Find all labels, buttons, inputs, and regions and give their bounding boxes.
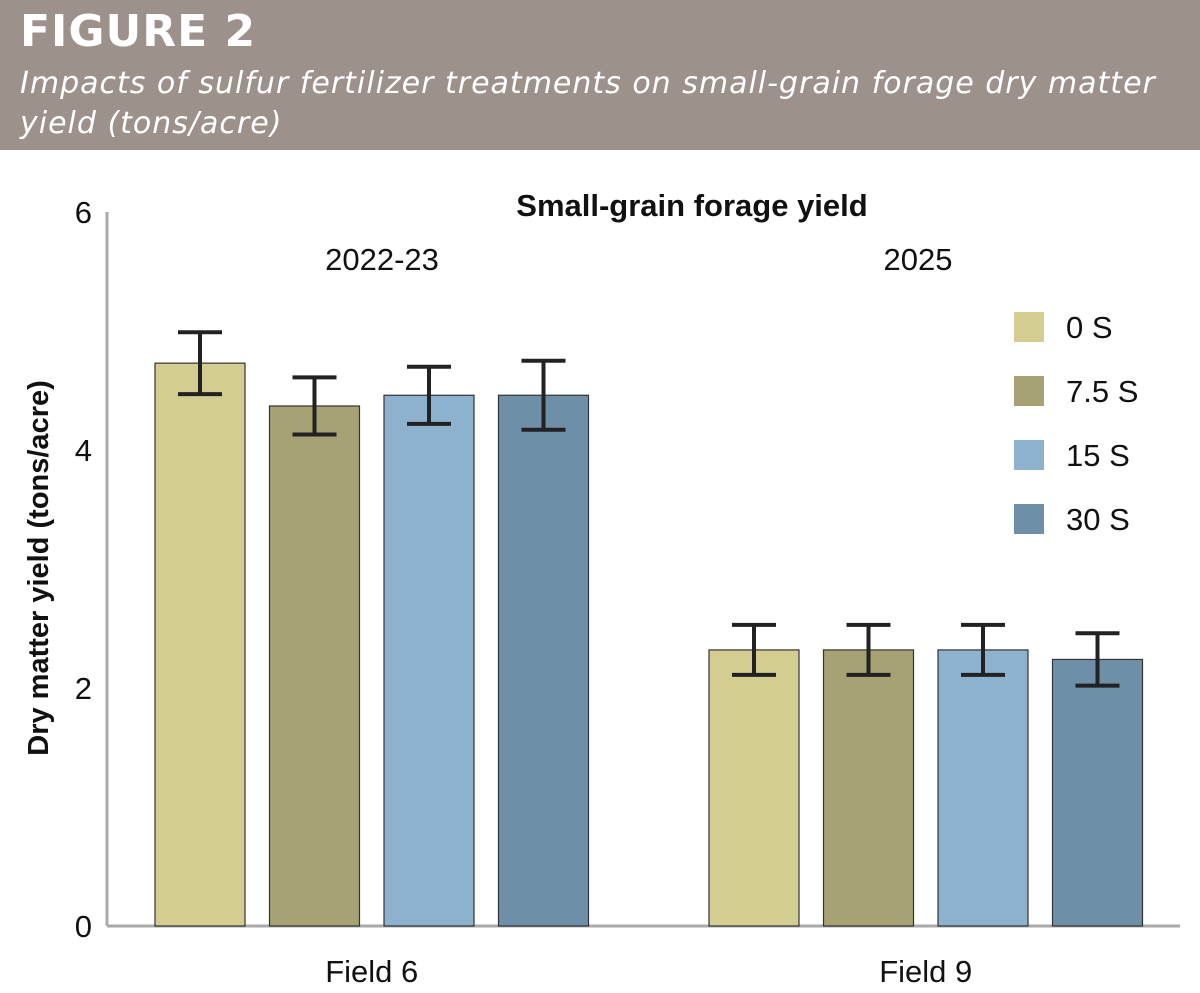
legend-label: 7.5 S bbox=[1066, 374, 1138, 409]
legend: 0 S 7.5 S 15 S 30 S bbox=[1014, 310, 1138, 537]
bar-field-9-15-s bbox=[937, 649, 1029, 927]
plot-area: 0 2 4 6 Field 6 Field 9 0 S 7.5 S 15 S 30 S bbox=[75, 195, 1180, 989]
legend-swatch bbox=[1014, 440, 1044, 470]
error-bar bbox=[961, 622, 1005, 677]
bar-field-9-30-s bbox=[1051, 658, 1144, 927]
chart-title: Small-grain forage yield bbox=[516, 188, 867, 223]
legend-swatch bbox=[1014, 312, 1044, 342]
y-tick-label: 6 bbox=[75, 195, 92, 230]
error-bar bbox=[521, 358, 566, 432]
bar-field-9-0-s bbox=[708, 649, 800, 927]
x-category-label: Field 6 bbox=[325, 954, 418, 989]
bar-chart: Small-grain forage yield 2022-23 2025 Dr… bbox=[23, 188, 1180, 989]
error-bar bbox=[292, 375, 337, 437]
bar-field-6-0-s bbox=[154, 362, 246, 927]
y-tick-label: 0 bbox=[75, 909, 92, 944]
error-bar bbox=[407, 364, 451, 426]
bar-field-9-7-5-s bbox=[822, 649, 915, 927]
error-bar bbox=[846, 622, 891, 677]
y-tick-label: 4 bbox=[75, 433, 92, 468]
legend-label: 15 S bbox=[1066, 438, 1130, 473]
legend-label: 0 S bbox=[1066, 310, 1113, 345]
bar-field-6-15-s bbox=[383, 394, 475, 927]
bar-field-6-30-s bbox=[497, 394, 590, 927]
x-category-label: Field 9 bbox=[879, 954, 972, 989]
figure-caption: Impacts of sulfur fertilizer treatments … bbox=[20, 66, 1156, 141]
error-bar bbox=[1075, 631, 1120, 688]
figure-label: FIGURE 2 bbox=[20, 6, 257, 57]
error-bar bbox=[178, 330, 222, 397]
y-axis-label: Dry matter yield (tons/acre) bbox=[23, 380, 55, 756]
bar-field-6-7-5-s bbox=[268, 405, 361, 927]
group-label-field-9: 2025 bbox=[884, 242, 953, 277]
group-label-field-6: 2022-23 bbox=[325, 242, 439, 277]
y-tick-label: 2 bbox=[75, 671, 92, 706]
legend-swatch bbox=[1014, 376, 1044, 406]
legend-swatch bbox=[1014, 504, 1044, 534]
legend-label: 30 S bbox=[1066, 502, 1130, 537]
figure-header: FIGURE 2 Impacts of sulfur fertilizer tr… bbox=[0, 0, 1200, 150]
error-bar bbox=[732, 622, 776, 677]
